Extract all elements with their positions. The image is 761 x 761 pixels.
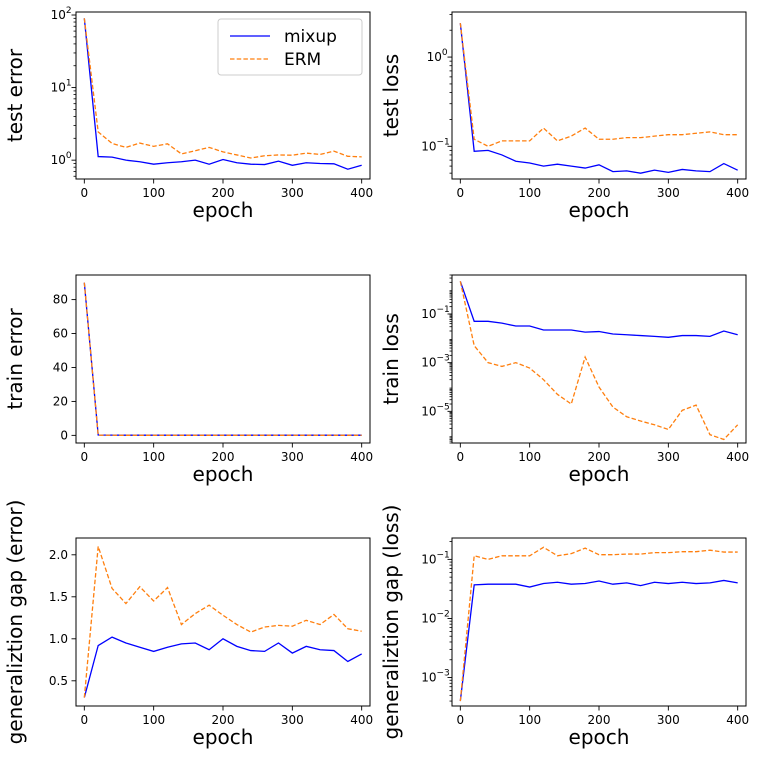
axes-frame xyxy=(75,11,371,180)
y-tick-label: 10−1 xyxy=(421,137,450,153)
y-tick-label: 10−1 xyxy=(421,550,450,566)
mixup-series-line xyxy=(83,282,362,436)
x-tick-label: 400 xyxy=(350,186,373,200)
x-tick-label: 300 xyxy=(281,713,304,727)
x-tick-label: 0 xyxy=(81,713,89,727)
y-tick-label: 10−1 xyxy=(421,305,450,321)
x-tick-label: 400 xyxy=(350,713,373,727)
erm-series-line xyxy=(459,281,739,441)
x-tick-label: 0 xyxy=(81,186,89,200)
y-tick-label: 40 xyxy=(53,360,68,374)
y-tick-label: 1.0 xyxy=(49,632,68,646)
x-tick-label: 100 xyxy=(518,713,541,727)
legend-mixup-label: mixup xyxy=(284,27,337,47)
y-tick-label: 60 xyxy=(53,327,68,341)
y-axis-label: train loss xyxy=(379,313,403,405)
y-axis-label: test loss xyxy=(379,54,403,137)
x-axis-label: epoch xyxy=(569,725,630,749)
axes-frame xyxy=(75,274,371,444)
x-tick-label: 400 xyxy=(350,450,373,464)
x-tick-label: 100 xyxy=(518,450,541,464)
x-tick-label: 200 xyxy=(212,450,235,464)
y-tick-label: 10−5 xyxy=(421,402,450,418)
axes-frame xyxy=(451,11,747,180)
y-tick-label: 80 xyxy=(53,293,68,307)
x-axis-label: epoch xyxy=(569,198,630,222)
erm-series-line xyxy=(83,18,362,159)
x-tick-label: 300 xyxy=(657,713,680,727)
erm-series-line xyxy=(83,282,362,436)
axes-frame xyxy=(451,537,747,707)
mixup-series-line xyxy=(83,18,362,170)
x-tick-label: 100 xyxy=(142,713,165,727)
erm-series-line xyxy=(83,546,362,698)
y-tick-label: 0 xyxy=(60,428,68,442)
y-tick-label: 1.5 xyxy=(49,590,68,604)
x-tick-label: 200 xyxy=(588,450,611,464)
y-axis-label: train error xyxy=(3,308,27,410)
x-tick-label: 100 xyxy=(142,450,165,464)
y-tick-label: 100 xyxy=(427,48,448,64)
y-axis-label: test error xyxy=(3,48,27,142)
y-tick-label: 0.5 xyxy=(49,674,68,688)
y-tick-label: 100 xyxy=(51,151,72,167)
x-tick-label: 0 xyxy=(457,450,465,464)
erm-series-line xyxy=(459,546,738,702)
x-tick-label: 400 xyxy=(726,450,749,464)
x-axis-label: epoch xyxy=(193,462,254,486)
x-tick-label: 400 xyxy=(726,186,749,200)
x-tick-label: 200 xyxy=(212,186,235,200)
mixup-series-line xyxy=(83,636,362,698)
chart-panel-2: 10−1 100 0 100 200 300 400 epoch test loss xyxy=(379,11,749,222)
chart-panel-5: 0.5 1.0 1.5 2.0 0 100 200 300 400 epoch generalizt… xyxy=(3,500,373,749)
chart-panel-1: 100 101 102 0 100 200 300 400 epoch test error xyxy=(3,6,373,222)
mixup-series-line xyxy=(459,281,738,338)
x-tick-label: 100 xyxy=(518,186,541,200)
x-axis-label: epoch xyxy=(193,725,254,749)
y-tick-label: 10−3 xyxy=(421,354,450,370)
axes-frame xyxy=(451,274,747,444)
chart-panel-6: 10−3 10−2 10−1 0 100 200 300 400 epoch generalizt… xyxy=(379,505,749,749)
x-tick-label: 400 xyxy=(726,713,749,727)
legend: mixup ERM xyxy=(217,18,363,76)
x-tick-label: 300 xyxy=(657,186,680,200)
x-tick-label: 300 xyxy=(281,450,304,464)
chart-panel-3: 0 20 40 60 80 0 100 200 300 400 epoch train error xyxy=(3,274,373,486)
x-tick-label: 200 xyxy=(588,713,611,727)
x-tick-label: 300 xyxy=(657,450,680,464)
x-tick-label: 100 xyxy=(142,186,165,200)
y-tick-label: 10−2 xyxy=(421,609,450,625)
y-tick-label: 101 xyxy=(51,79,72,95)
y-tick-label: 20 xyxy=(53,394,68,408)
x-tick-label: 0 xyxy=(81,450,89,464)
x-tick-label: 200 xyxy=(212,713,235,727)
mixup-series-line xyxy=(459,23,738,174)
x-tick-label: 0 xyxy=(457,713,465,727)
x-tick-label: 0 xyxy=(457,186,465,200)
legend-box xyxy=(217,18,363,76)
x-tick-label: 200 xyxy=(588,186,611,200)
chart-panel-4: 10−5 10−3 10−1 0 100 200 300 400 epoch train loss xyxy=(379,274,749,486)
erm-series-line xyxy=(459,23,738,148)
y-tick-label: 10−3 xyxy=(421,669,450,685)
x-tick-label: 300 xyxy=(281,186,304,200)
x-axis-label: epoch xyxy=(569,462,630,486)
axes-frame xyxy=(75,537,371,707)
x-axis-label: epoch xyxy=(193,198,254,222)
legend-erm-label: ERM xyxy=(284,50,321,70)
y-axis-label: generaliztion gap (error) xyxy=(3,500,27,745)
y-axis-label: generaliztion gap (loss) xyxy=(379,505,403,740)
mixup-series-line xyxy=(459,579,738,702)
y-tick-label: 2.0 xyxy=(49,548,68,562)
y-tick-label: 102 xyxy=(51,6,72,22)
